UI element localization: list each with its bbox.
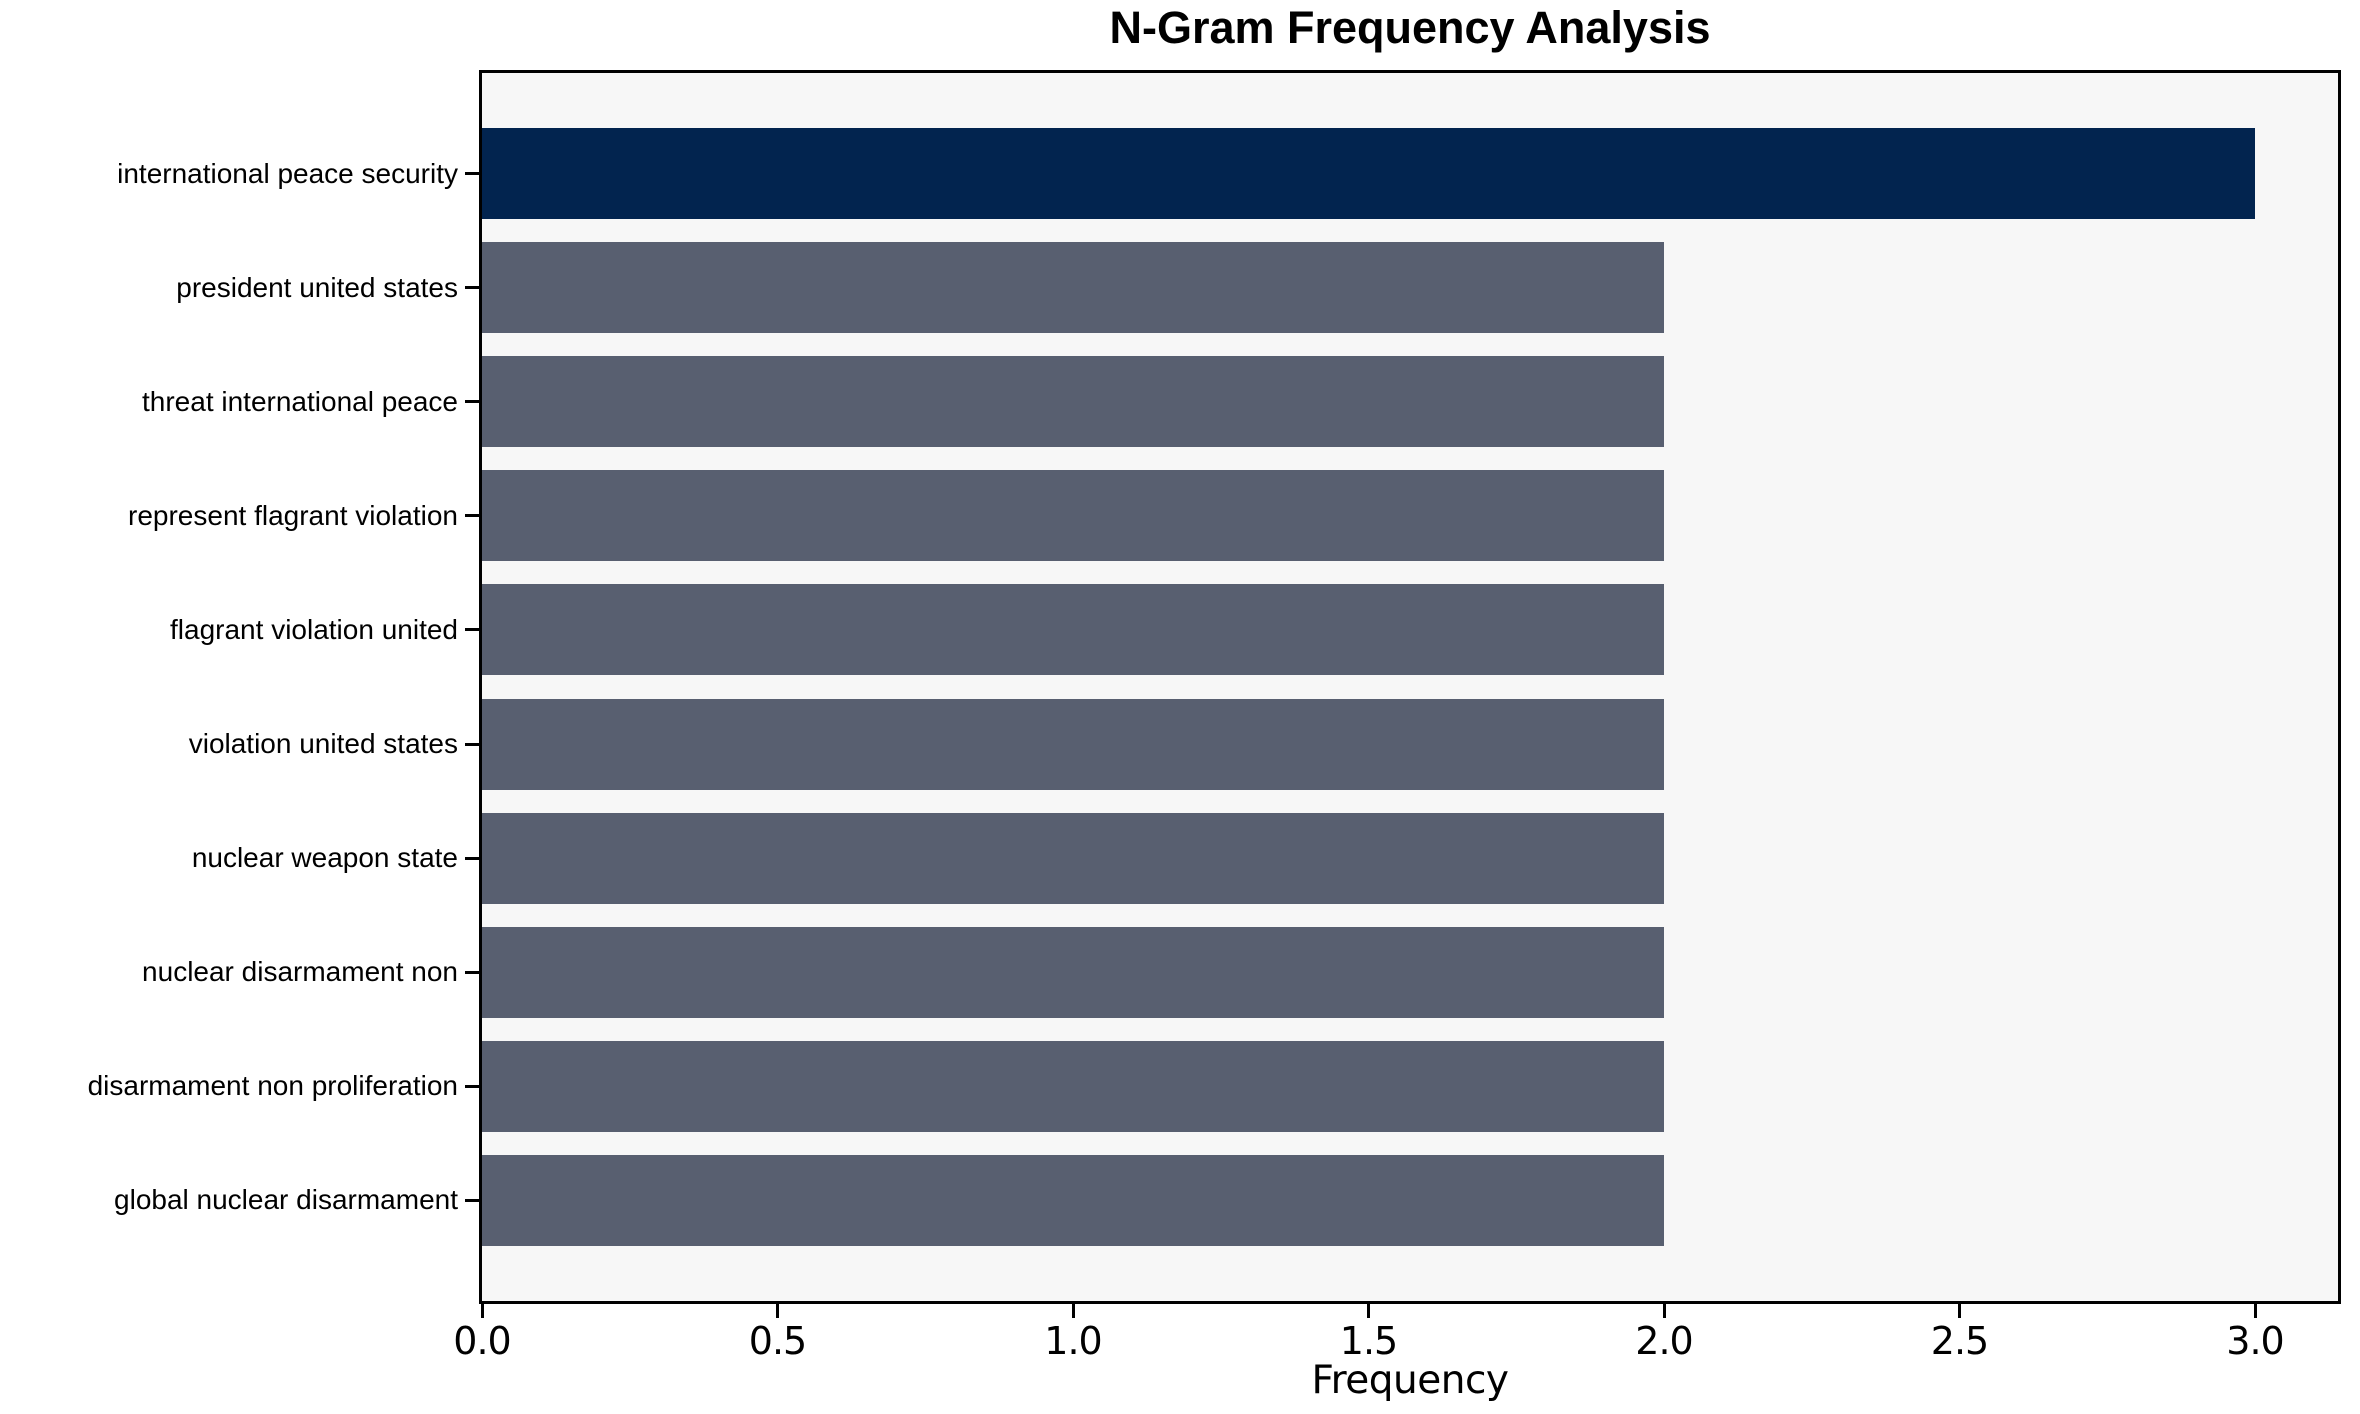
y-tick-label: violation united states: [188, 728, 458, 759]
bar-threat-international-peace: [482, 356, 1664, 448]
y-tick-mark: [465, 514, 479, 518]
y-tick-label: nuclear weapon state: [191, 842, 458, 874]
x-tick-mark: [1662, 1304, 1666, 1318]
bar-nuclear-disarmament-non: [482, 926, 1664, 1018]
y-tick-mark: [465, 286, 479, 290]
x-tick-mark: [1367, 1304, 1370, 1318]
bar-represent-flagrant-violation: [482, 470, 1664, 562]
y-tick-mark: [465, 970, 479, 974]
x-tick-label: 0.0: [453, 1319, 511, 1363]
y-tick-label: disarmament non proliferation: [87, 1070, 458, 1102]
x-tick-label: 1.5: [1339, 1319, 1398, 1363]
bar-president-united-states: [482, 242, 1664, 334]
bar-violation-united-states: [482, 698, 1664, 790]
x-tick-label: 3.0: [2226, 1319, 2284, 1363]
y-tick-label: nuclear disarmament non: [142, 956, 458, 988]
x-tick-label: 0.5: [748, 1319, 807, 1363]
bar-disarmament-non-proliferation: [482, 1040, 1664, 1132]
x-tick-mark: [776, 1304, 779, 1318]
x-tick-label: 1.0: [1044, 1319, 1102, 1363]
y-tick-label: international peace security: [117, 157, 458, 189]
bar-nuclear-weapon-state: [482, 812, 1664, 904]
y-tick-mark: [465, 400, 479, 404]
bar-global-nuclear-disarmament: [482, 1154, 1664, 1246]
y-tick-label: flagrant violation united: [170, 613, 458, 645]
x-axis-label: Frequency: [1311, 1358, 1509, 1403]
bar-international-peace-security: [482, 128, 2255, 219]
y-tick-mark: [465, 856, 479, 860]
x-tick-label: 2.0: [1635, 1319, 1693, 1363]
x-tick-mark: [1071, 1304, 1075, 1318]
y-tick-label: represent flagrant violation: [128, 499, 458, 531]
y-tick-mark: [465, 172, 479, 175]
x-tick-label: 2.5: [1930, 1319, 1989, 1363]
chart-title: N-Gram Frequency Analysis: [1109, 2, 1711, 53]
x-tick-mark: [1958, 1304, 1961, 1318]
y-tick-mark: [465, 742, 479, 746]
y-tick-label: president united states: [176, 271, 458, 303]
y-tick-mark: [465, 1084, 479, 1088]
y-tick-label: global nuclear disarmament: [114, 1184, 458, 1216]
x-tick-mark: [480, 1304, 484, 1318]
y-tick-mark: [465, 628, 479, 632]
y-tick-label: threat international peace: [142, 385, 458, 417]
x-tick-mark: [2253, 1304, 2257, 1318]
y-tick-mark: [465, 1198, 479, 1202]
bar-flagrant-violation-united: [482, 584, 1664, 676]
